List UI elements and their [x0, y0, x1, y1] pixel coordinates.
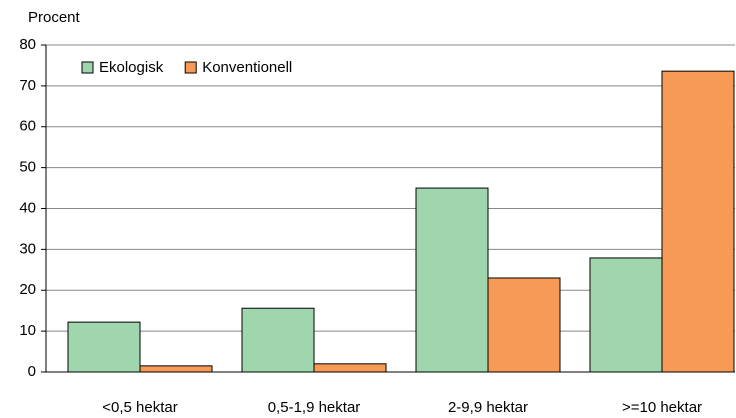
y-tick-label: 70	[19, 77, 36, 94]
bar	[313, 363, 387, 373]
y-tick-label: 80	[19, 36, 36, 53]
bar	[589, 257, 663, 373]
x-tick-label: 2-9,9 hektar	[448, 399, 528, 416]
x-tick-label: 0,5-1,9 hektar	[268, 399, 361, 416]
y-tick-label: 40	[19, 199, 36, 216]
y-tick-label: 60	[19, 118, 36, 135]
y-axis-label: Procent	[28, 9, 81, 26]
x-tick-label: >=10 hektar	[622, 399, 702, 416]
y-tick-label: 10	[19, 322, 36, 339]
legend-swatch	[81, 61, 94, 74]
bar	[67, 321, 141, 373]
bar	[661, 70, 735, 373]
x-tick-label: <0,5 hektar	[102, 399, 177, 416]
y-tick-label: 30	[19, 240, 36, 257]
y-tick-label: 20	[19, 281, 36, 298]
bar	[487, 277, 561, 373]
legend-label: Ekologisk	[99, 59, 164, 76]
bar	[415, 187, 489, 373]
y-tick-label: 0	[28, 363, 36, 380]
legend-label: Konventionell	[202, 59, 292, 76]
bar	[139, 365, 213, 373]
bar	[241, 307, 315, 373]
legend-swatch	[184, 61, 197, 74]
y-tick-label: 50	[19, 159, 36, 176]
